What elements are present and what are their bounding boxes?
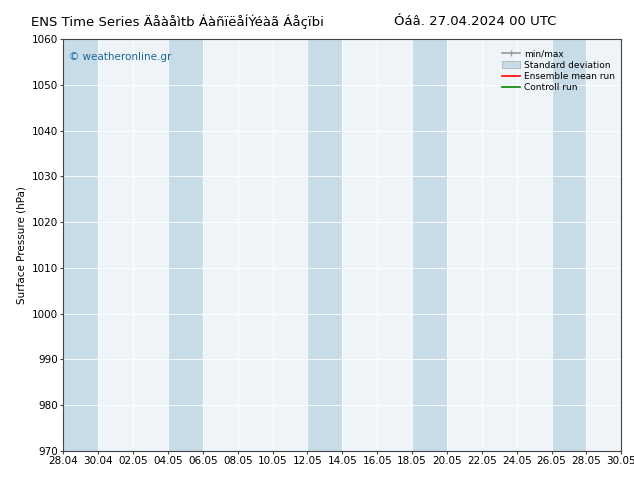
Y-axis label: Surface Pressure (hPa): Surface Pressure (hPa)	[16, 186, 26, 304]
Text: Óáâ. 27.04.2024 00 UTC: Óáâ. 27.04.2024 00 UTC	[394, 15, 557, 28]
Bar	[168, 39, 203, 451]
Text: © weatheronline.gr: © weatheronline.gr	[69, 51, 171, 62]
Bar	[307, 39, 342, 451]
Legend: min/max, Standard deviation, Ensemble mean run, Controll run: min/max, Standard deviation, Ensemble me…	[500, 48, 617, 94]
Text: ENS Time Series Äåàåìtb ÁàñïëåÍÝéàã Áåçïbi: ENS Time Series Äåàåìtb ÁàñïëåÍÝéàã Áåçï…	[31, 15, 324, 29]
Bar	[63, 39, 98, 451]
Bar	[412, 39, 447, 451]
Bar	[552, 39, 586, 451]
